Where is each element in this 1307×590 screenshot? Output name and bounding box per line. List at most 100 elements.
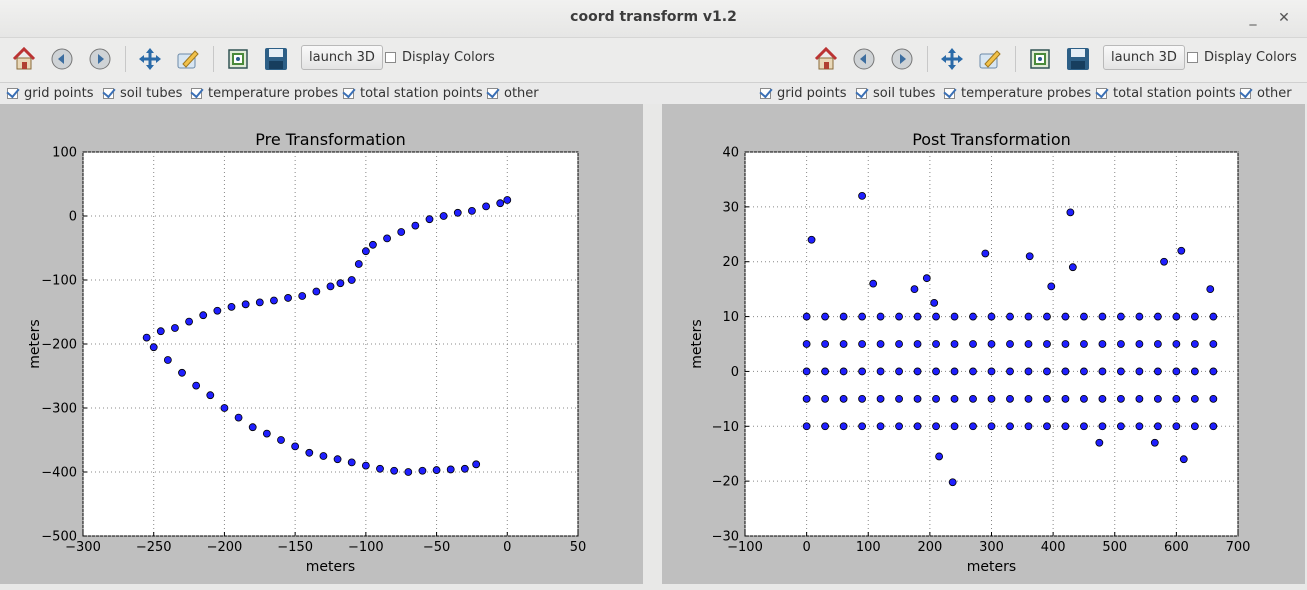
- x-axis-label: meters: [306, 559, 355, 575]
- checkbox-box[interactable]: [760, 88, 771, 99]
- data-point: [1153, 394, 1162, 403]
- pre-transformation-chart[interactable]: −300 −250 −200 −150 −100 −50 0 501000−100−200−3…: [0, 104, 643, 584]
- pan-icon[interactable]: [938, 45, 966, 73]
- filter-grid-points[interactable]: grid points: [760, 86, 847, 101]
- back-icon[interactable]: [850, 45, 878, 73]
- y-axis-label: meters: [27, 319, 43, 368]
- data-point: [336, 279, 345, 288]
- data-point: [1209, 340, 1218, 348]
- checkbox-box[interactable]: [343, 88, 354, 99]
- filter-other[interactable]: other: [1240, 86, 1292, 101]
- launch-3d-button[interactable]: launch 3D: [1103, 45, 1185, 70]
- display-colors-checkbox[interactable]: Display Colors: [385, 50, 495, 65]
- checkbox-box[interactable]: [103, 88, 114, 99]
- x-tick-label: −50: [423, 540, 450, 555]
- filter-soil-tubes[interactable]: soil tubes: [103, 86, 182, 101]
- zoom-rect-icon[interactable]: [1026, 45, 1054, 73]
- data-point: [354, 260, 363, 268]
- pre-transformation-panel: −300 −250 −200 −150 −100 −50 0 50 100 0 −100 −200 −3…: [0, 104, 643, 584]
- y-tick-label: 40: [722, 146, 739, 161]
- y-tick-label: −300: [41, 402, 77, 417]
- data-point: [1024, 312, 1033, 321]
- data-point: [876, 422, 885, 431]
- save-icon[interactable]: [262, 45, 290, 73]
- data-point: [1006, 367, 1014, 376]
- data-point: [950, 367, 959, 376]
- data-point: [987, 340, 996, 348]
- launch-3d-button[interactable]: launch 3D: [301, 45, 383, 70]
- data-point: [895, 312, 903, 321]
- data-point: [305, 448, 314, 457]
- save-icon[interactable]: [1064, 45, 1092, 73]
- filter-total-station-points[interactable]: total station points: [1096, 86, 1236, 101]
- y-tick-label: −30: [712, 530, 739, 545]
- display-colors-label: Display Colors: [1204, 50, 1297, 65]
- x-tick-label: −100: [727, 540, 763, 555]
- zoom-rect-icon[interactable]: [224, 45, 252, 73]
- data-point: [932, 422, 940, 431]
- post-transformation-chart[interactable]: −100 0 100 200 300 400 500 600 700403020100−10−2…: [662, 104, 1305, 584]
- filter-label: soil tubes: [873, 86, 936, 101]
- data-point: [1068, 263, 1077, 272]
- filter-soil-tubes[interactable]: soil tubes: [856, 86, 935, 101]
- data-point: [1190, 312, 1199, 321]
- checkbox-box[interactable]: [385, 52, 396, 63]
- data-point: [1209, 422, 1218, 431]
- data-point: [1061, 340, 1070, 348]
- filter-total-station-points[interactable]: total station points: [343, 86, 483, 101]
- forward-icon[interactable]: [888, 45, 916, 73]
- data-point: [376, 464, 384, 473]
- checkbox-box[interactable]: [1240, 88, 1251, 99]
- filter-temperature-probes[interactable]: temperature probes: [944, 86, 1091, 101]
- data-point: [185, 317, 193, 326]
- checkbox-box[interactable]: [944, 88, 955, 99]
- data-point: [1153, 422, 1162, 431]
- configure-icon[interactable]: [976, 45, 1004, 73]
- filter-grid-points[interactable]: grid points: [7, 86, 94, 101]
- close-button[interactable]: ✕: [1278, 10, 1290, 26]
- checkbox-box[interactable]: [487, 88, 498, 99]
- configure-icon[interactable]: [174, 45, 202, 73]
- filter-bar: grid points soil tubes temperature probe…: [0, 82, 1307, 104]
- data-point: [270, 296, 278, 305]
- checkbox-box[interactable]: [1096, 88, 1107, 99]
- pan-icon[interactable]: [136, 45, 164, 73]
- data-point: [178, 368, 186, 377]
- back-icon[interactable]: [48, 45, 76, 73]
- minimize-button[interactable]: _: [1249, 10, 1257, 26]
- window-title: coord transform v1.2: [570, 9, 737, 25]
- checkbox-box[interactable]: [7, 88, 18, 99]
- filter-other[interactable]: other: [487, 86, 539, 101]
- data-point: [987, 394, 996, 403]
- checkbox-box[interactable]: [1187, 52, 1198, 63]
- data-point: [1043, 422, 1051, 431]
- filter-label: other: [504, 86, 539, 101]
- data-point: [1061, 312, 1070, 321]
- data-point: [802, 394, 811, 403]
- x-tick-label: 0: [802, 540, 810, 555]
- data-point: [383, 234, 391, 243]
- y-tick-label: −20: [712, 475, 739, 490]
- data-point: [361, 247, 370, 256]
- filter-temperature-probes[interactable]: temperature probes: [191, 86, 338, 101]
- post-transformation-panel: −100 0 100 200 300 400 500 600 700 40 30 20 10 0 −10 −2…: [662, 104, 1305, 584]
- data-point: [1172, 367, 1181, 376]
- data-point: [932, 312, 940, 321]
- checkbox-box[interactable]: [191, 88, 202, 99]
- data-point: [858, 312, 866, 321]
- y-tick-label: 0: [731, 365, 739, 380]
- forward-icon[interactable]: [86, 45, 114, 73]
- checkbox-box[interactable]: [856, 88, 867, 99]
- display-colors-checkbox[interactable]: Display Colors: [1187, 50, 1297, 65]
- data-point: [895, 367, 903, 376]
- home-icon[interactable]: [812, 45, 840, 73]
- x-tick-label: 700: [1226, 540, 1251, 555]
- data-point: [1043, 367, 1051, 376]
- data-point: [291, 442, 300, 451]
- x-axis-label: meters: [967, 559, 1016, 575]
- x-tick-label: 50: [570, 540, 587, 555]
- data-point: [987, 312, 996, 321]
- home-icon[interactable]: [10, 45, 38, 73]
- data-point: [1098, 367, 1107, 376]
- data-point: [876, 340, 885, 348]
